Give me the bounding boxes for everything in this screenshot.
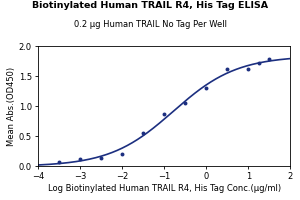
Point	[267, 57, 272, 61]
Text: Biotinylated Human TRAIL R4, His Tag ELISA: Biotinylated Human TRAIL R4, His Tag ELI…	[32, 1, 268, 10]
Point	[183, 102, 188, 105]
Point	[204, 87, 209, 90]
Point	[57, 160, 62, 163]
Point	[78, 158, 82, 161]
Point	[162, 112, 167, 116]
Point	[246, 68, 251, 71]
Point	[99, 156, 103, 159]
Y-axis label: Mean Abs.(OD450): Mean Abs.(OD450)	[7, 67, 16, 146]
Point	[120, 152, 124, 156]
Text: 0.2 μg Human TRAIL No Tag Per Well: 0.2 μg Human TRAIL No Tag Per Well	[74, 20, 226, 29]
X-axis label: Log Biotinylated Human TRAIL R4, His Tag Conc.(μg/ml): Log Biotinylated Human TRAIL R4, His Tag…	[48, 184, 281, 193]
Point	[141, 132, 146, 135]
Point	[225, 68, 230, 71]
Point	[256, 61, 261, 64]
